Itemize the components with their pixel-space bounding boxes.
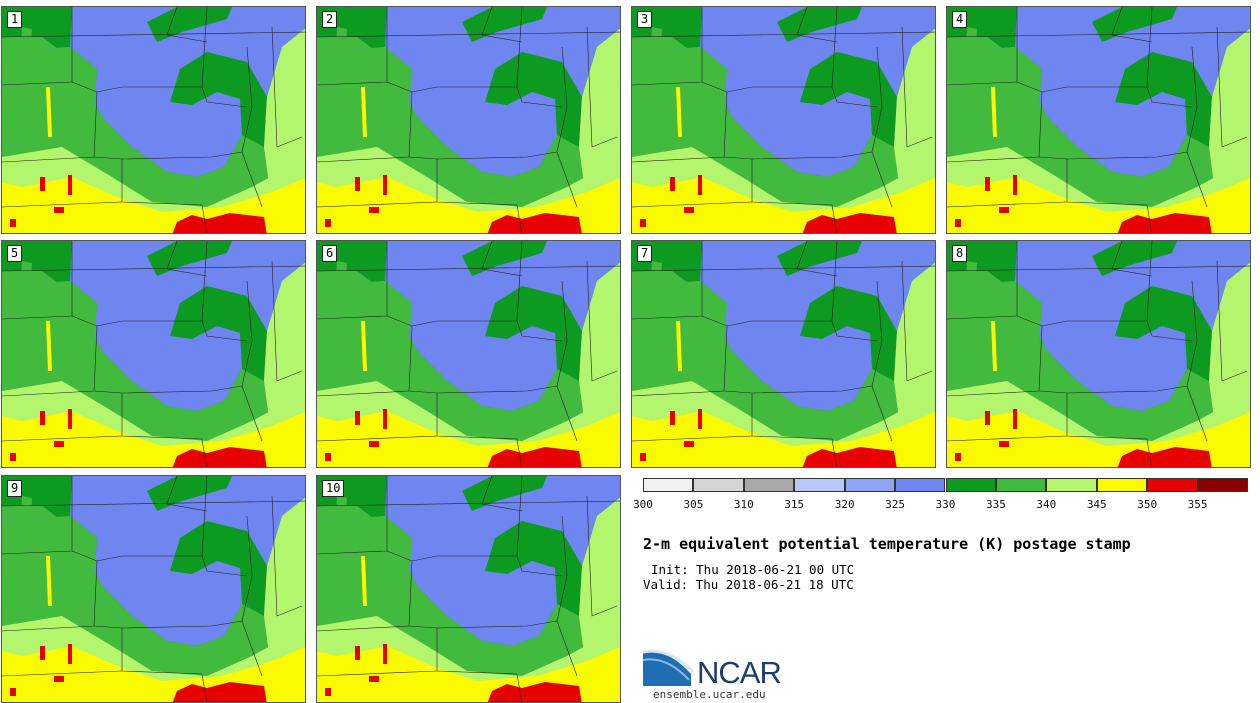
theta-e-map bbox=[632, 241, 936, 468]
member-number-label: 4 bbox=[952, 11, 968, 28]
theta-e-map bbox=[2, 241, 306, 468]
color-scale-segment bbox=[995, 478, 1047, 492]
ncar-logo-icon bbox=[643, 649, 695, 686]
color-scale-segment bbox=[743, 478, 795, 492]
member-number-label: 1 bbox=[7, 11, 23, 28]
member-number-label: 9 bbox=[7, 480, 23, 497]
theta-e-map bbox=[947, 7, 1251, 234]
theta-e-map bbox=[2, 476, 306, 703]
member-number-label: 2 bbox=[322, 11, 338, 28]
theta-e-map bbox=[632, 7, 936, 234]
color-scale-tick-label: 335 bbox=[985, 498, 1006, 511]
site-url: ensemble.ucar.edu bbox=[653, 688, 766, 701]
theta-e-map bbox=[317, 241, 621, 468]
member-number-label: 7 bbox=[637, 245, 653, 262]
plot-title: 2-m equivalent potential temperature (K)… bbox=[643, 535, 1131, 553]
color-scale-tick-label: 330 bbox=[935, 498, 956, 511]
theta-e-map bbox=[947, 241, 1251, 468]
member-number-label: 8 bbox=[952, 245, 968, 262]
color-scale-tick-label: 340 bbox=[1036, 498, 1057, 511]
color-scale-segment bbox=[1046, 478, 1097, 492]
color-scale-tick-label: 325 bbox=[885, 498, 906, 511]
member-number-label: 3 bbox=[637, 11, 653, 28]
ensemble-member-panel: 7 bbox=[631, 240, 936, 468]
theta-e-map bbox=[317, 7, 621, 234]
color-scale-tick-label: 350 bbox=[1137, 498, 1158, 511]
ensemble-member-panel: 6 bbox=[316, 240, 621, 468]
color-scale-segment bbox=[1147, 478, 1198, 492]
ensemble-member-panel: 9 bbox=[1, 475, 306, 703]
ensemble-member-panel: 1 bbox=[1, 6, 306, 234]
color-scale-tick-label: 355 bbox=[1187, 498, 1208, 511]
ensemble-member-panel: 5 bbox=[1, 240, 306, 468]
color-scale-segment bbox=[643, 478, 694, 492]
color-scale-ticks: 300 305 310 315 320 325 330 335 340 345 350 355 bbox=[633, 498, 1248, 512]
color-scale-tick-label: 320 bbox=[834, 498, 855, 511]
color-scale-tick-label: 310 bbox=[733, 498, 754, 511]
logo-wordmark: NCAR bbox=[697, 655, 782, 690]
color-scale-segment bbox=[1197, 478, 1248, 492]
color-scale-bar bbox=[643, 478, 1248, 493]
member-number-label: 6 bbox=[322, 245, 338, 262]
color-scale-segment bbox=[1096, 478, 1148, 492]
member-number-label: 10 bbox=[322, 480, 345, 497]
color-scale-tick-label: 315 bbox=[784, 498, 805, 511]
color-scale-tick-label: 345 bbox=[1086, 498, 1107, 511]
ensemble-member-panel: 2 bbox=[316, 6, 621, 234]
ensemble-member-panel: 3 bbox=[631, 6, 936, 234]
ensemble-member-panel: 8 bbox=[946, 240, 1251, 468]
color-scale-tick-label: 305 bbox=[683, 498, 704, 511]
theta-e-map bbox=[317, 476, 621, 703]
init-time: Init: Thu 2018-06-21 00 UTC bbox=[651, 562, 855, 577]
color-scale-segment bbox=[794, 478, 845, 492]
member-number-label: 5 bbox=[7, 245, 23, 262]
ensemble-member-panel: 4 bbox=[946, 6, 1251, 234]
color-scale-segment bbox=[945, 478, 996, 492]
color-scale-segment bbox=[693, 478, 744, 492]
theta-e-map bbox=[2, 7, 306, 234]
color-scale-segment bbox=[844, 478, 896, 492]
valid-time: Valid: Thu 2018-06-21 18 UTC bbox=[643, 577, 854, 592]
color-scale-segment bbox=[895, 478, 946, 492]
ensemble-member-panel: 10 bbox=[316, 475, 621, 703]
color-scale-tick-label: 300 bbox=[633, 498, 653, 511]
